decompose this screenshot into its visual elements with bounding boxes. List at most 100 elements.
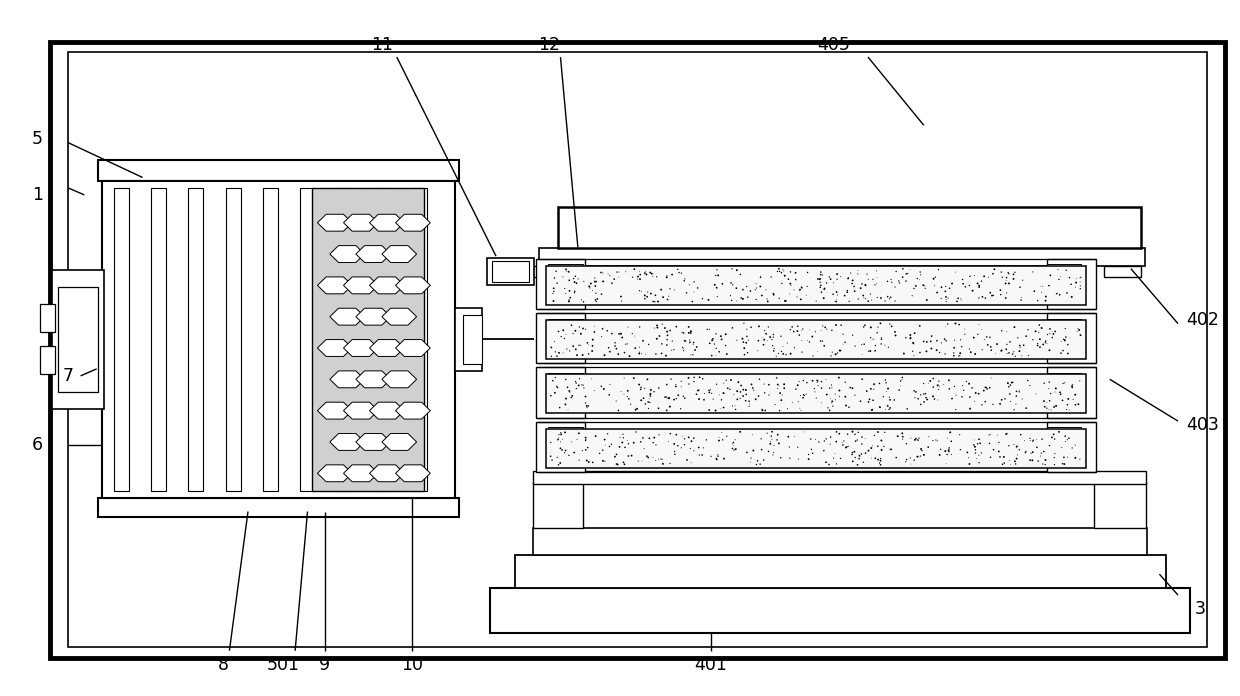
Bar <box>548 427 583 465</box>
Point <box>1069 324 1089 335</box>
Point <box>627 274 647 285</box>
Point <box>910 320 930 331</box>
Point <box>751 290 771 301</box>
Point <box>1058 348 1078 359</box>
Point <box>625 342 645 354</box>
Point <box>595 349 615 361</box>
Point <box>821 393 841 404</box>
Point <box>1050 389 1070 400</box>
Point <box>703 393 723 404</box>
Point <box>1065 400 1085 411</box>
Point <box>1014 340 1034 351</box>
Point <box>746 278 766 290</box>
Point <box>635 293 655 304</box>
Bar <box>546 320 1086 359</box>
Point <box>987 429 1007 441</box>
Point <box>897 276 916 287</box>
Point <box>634 393 653 404</box>
Point <box>976 396 996 407</box>
Point <box>910 267 930 278</box>
Text: 11: 11 <box>371 36 393 54</box>
Point <box>578 338 598 349</box>
Point <box>611 386 631 397</box>
Point <box>914 280 934 292</box>
Point <box>900 333 920 344</box>
Bar <box>558 207 1141 248</box>
Point <box>811 287 831 298</box>
Point <box>693 293 713 304</box>
Bar <box>1047 422 1096 472</box>
Point <box>831 271 851 283</box>
Text: 402: 402 <box>1187 311 1219 329</box>
Point <box>591 331 611 342</box>
Point <box>556 288 575 299</box>
Point <box>544 286 564 297</box>
Point <box>613 429 632 440</box>
Bar <box>98 160 459 181</box>
Point <box>821 432 841 443</box>
Point <box>556 393 575 404</box>
Point <box>799 454 818 465</box>
Point <box>546 347 565 358</box>
Point <box>936 335 956 347</box>
Point <box>806 326 826 338</box>
Point <box>1070 454 1090 465</box>
Point <box>706 405 725 416</box>
Point <box>804 351 823 362</box>
Point <box>776 349 796 361</box>
Text: 3: 3 <box>1195 600 1205 618</box>
Point <box>863 404 883 415</box>
Point <box>1055 431 1075 442</box>
Point <box>672 431 692 442</box>
Point <box>1009 386 1029 397</box>
Point <box>665 446 684 457</box>
Point <box>761 434 781 445</box>
Point <box>925 280 945 292</box>
Point <box>1001 336 1021 347</box>
Point <box>745 284 765 295</box>
Point <box>1002 377 1022 388</box>
Bar <box>548 319 583 356</box>
Point <box>972 324 992 335</box>
Point <box>708 270 728 281</box>
Point <box>1013 275 1033 286</box>
Point <box>802 331 822 342</box>
Point <box>682 436 702 447</box>
Point <box>600 379 620 390</box>
Point <box>734 317 754 329</box>
Point <box>924 381 944 393</box>
Point <box>541 437 560 448</box>
Point <box>559 267 579 278</box>
Point <box>999 440 1019 451</box>
Point <box>1012 350 1032 361</box>
Point <box>556 427 575 438</box>
Point <box>877 386 897 397</box>
Point <box>1024 285 1044 296</box>
Point <box>978 340 998 351</box>
Point <box>760 331 780 342</box>
Point <box>768 434 787 445</box>
Point <box>595 440 615 451</box>
Point <box>655 322 675 333</box>
Point <box>851 283 870 294</box>
Point <box>906 386 926 397</box>
Point <box>764 345 784 356</box>
Point <box>908 273 928 284</box>
Point <box>856 279 875 290</box>
Point <box>686 345 706 356</box>
Point <box>575 435 595 446</box>
Point <box>725 434 745 445</box>
Point <box>689 372 709 383</box>
Point <box>559 386 579 397</box>
Point <box>1047 400 1066 411</box>
Point <box>720 383 740 395</box>
Point <box>1045 448 1065 459</box>
Point <box>765 399 785 410</box>
Point <box>637 374 657 385</box>
Point <box>1068 326 1087 337</box>
Point <box>1037 403 1056 414</box>
Point <box>634 335 653 347</box>
Point <box>707 453 727 464</box>
Point <box>556 329 575 340</box>
Point <box>867 327 887 338</box>
